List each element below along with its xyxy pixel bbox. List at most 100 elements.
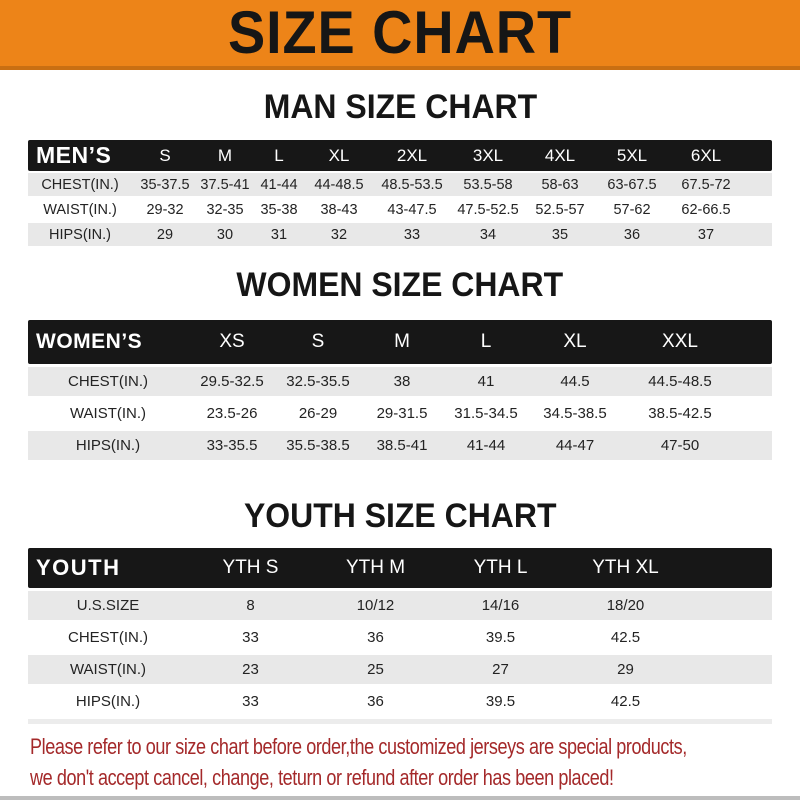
table-row: HIPS(IN.) 33 36 39.5 42.5	[28, 687, 772, 716]
table-cell: 36	[623, 226, 641, 243]
table-cell: 36	[367, 629, 384, 647]
table-cell: 29	[617, 661, 634, 679]
men-size-section: MAN SIZE CHART MEN’S S M L XL 2XL 3XL 4XL 5XL 6XL…	[0, 88, 800, 247]
table-cell: 41-44	[260, 176, 298, 193]
column-header: L	[480, 330, 492, 352]
table-cell: 23.5-26	[206, 404, 258, 422]
row-label: CHEST(IN.)	[41, 176, 119, 193]
table-cell: 58-63	[541, 176, 579, 193]
disclaimer-line-1: Please refer to our size chart before or…	[30, 734, 687, 760]
table-cell: 35-37.5	[140, 176, 190, 193]
image-bottom-edge	[0, 796, 800, 800]
row-label: HIPS(IN.)	[48, 226, 112, 243]
table-header-row: MEN’S S M L XL 2XL 3XL 4XL 5XL 6XL	[28, 140, 772, 172]
men-size-table: MEN’S S M L XL 2XL 3XL 4XL 5XL 6XL CHEST(IN.) 35-37…	[28, 140, 772, 247]
women-section-heading: WOMEN SIZE CHART	[236, 266, 564, 305]
table-cell: 33-35.5	[206, 436, 258, 454]
youth-section-heading: YOUTH SIZE CHART	[243, 496, 557, 535]
table-cell: 35-38	[260, 201, 298, 218]
column-header: L	[274, 145, 284, 165]
table-cell: 32	[330, 226, 348, 243]
table-cell: 32-35	[206, 201, 244, 218]
women-size-section: WOMEN SIZE CHART WOMEN’S XS S M L XL XXL CHEST(…	[0, 266, 800, 460]
table-cell: 14/16	[481, 597, 520, 615]
youth-table-bottom-strip	[28, 719, 772, 725]
table-cell: 41	[477, 372, 495, 390]
table-cell: 10/12	[356, 597, 395, 615]
table-cell: 67.5-72	[681, 176, 731, 193]
table-cell: 38	[393, 372, 411, 390]
table-cell: 36	[367, 693, 384, 711]
column-header: 3XL	[472, 145, 504, 165]
table-cell: 34	[479, 226, 497, 243]
table-header-row: YOUTH YTH S YTH M YTH L YTH XL	[28, 548, 772, 589]
table-header-row: WOMEN’S XS S M L XL XXL	[28, 319, 772, 364]
table-cell: 8	[246, 597, 255, 615]
row-label: CHEST(IN.)	[68, 629, 148, 647]
women-heading-wrap: WOMEN SIZE CHART	[0, 266, 800, 305]
table-corner-label: MEN’S	[36, 142, 112, 169]
table-cell: 41-44	[466, 436, 506, 454]
table-cell: 25	[367, 661, 384, 679]
table-cell: 44.5	[560, 372, 590, 390]
column-header: 2XL	[396, 145, 428, 165]
disclaimer: Please refer to our size chart before or…	[30, 731, 800, 793]
men-section-heading: MAN SIZE CHART	[263, 88, 537, 126]
youth-size-section: YOUTH SIZE CHART YOUTH YTH S YTH M YTH L YTH…	[0, 496, 800, 725]
table-cell: 34.5-38.5	[543, 404, 607, 422]
table-cell: 62-66.5	[681, 201, 731, 218]
table-cell: 33	[403, 226, 421, 243]
disclaimer-line-2: we don't accept cancel, change, teturn o…	[30, 765, 614, 791]
table-cell: 38-43	[320, 201, 358, 218]
column-header: 5XL	[616, 145, 648, 165]
column-header: YTH XL	[592, 557, 659, 579]
table-cell: 33	[242, 693, 259, 711]
table-cell: 35	[551, 226, 569, 243]
column-header: YTH L	[473, 557, 528, 579]
table-cell: 23	[242, 661, 259, 679]
table-row: CHEST(IN.) 35-37.5 37.5-41 41-44 44-48.5 48.5…	[28, 173, 772, 197]
table-cell: 29-31.5	[376, 404, 428, 422]
table-cell: 47.5-52.5	[457, 201, 519, 218]
table-cell: 29.5-32.5	[200, 372, 264, 390]
table-cell: 44-47	[555, 436, 595, 454]
table-row: U.S.SIZE 8 10/12 14/16 18/20	[28, 591, 772, 621]
table-row: WAIST(IN.) 29-32 32-35 35-38 38-43 43-47.5 47.…	[28, 198, 772, 221]
row-label: WAIST(IN.)	[69, 661, 147, 679]
column-header: XL	[328, 145, 350, 165]
table-cell: 44.5-48.5	[648, 372, 712, 390]
column-header: YTH M	[345, 557, 406, 579]
table-cell: 38.5-42.5	[648, 404, 712, 422]
table-cell: 43-47.5	[387, 201, 437, 218]
table-cell: 18/20	[606, 597, 645, 615]
column-header: 6XL	[690, 145, 722, 165]
table-cell: 39.5	[485, 629, 516, 647]
row-label: WAIST(IN.)	[69, 404, 147, 422]
column-header: YTH S	[222, 557, 279, 579]
table-corner-label: YOUTH	[36, 555, 121, 581]
table-cell: 48.5-53.5	[381, 176, 443, 193]
table-cell: 42.5	[610, 693, 641, 711]
table-cell: 44-48.5	[314, 176, 364, 193]
women-size-table: WOMEN’S XS S M L XL XXL CHEST(IN.) 29.5-32.5 32.5…	[28, 319, 772, 460]
table-cell: 37.5-41	[200, 176, 250, 193]
table-cell: 26-29	[298, 404, 338, 422]
table-cell: 30	[216, 226, 234, 243]
column-header: 4XL	[544, 145, 576, 165]
table-row: HIPS(IN.) 33-35.5 35.5-38.5 38.5-41 41-44 44-…	[28, 430, 772, 460]
table-cell: 42.5	[610, 629, 641, 647]
table-row: CHEST(IN.) 29.5-32.5 32.5-35.5 38 41 44.5 44.5…	[28, 366, 772, 396]
column-header: M	[217, 145, 233, 165]
table-cell: 27	[492, 661, 509, 679]
table-cell: 35.5-38.5	[286, 436, 350, 454]
youth-size-table: YOUTH YTH S YTH M YTH L YTH XL U.S.SIZE 8 10/12…	[28, 548, 772, 716]
table-cell: 47-50	[660, 436, 700, 454]
table-cell: 31.5-34.5	[454, 404, 518, 422]
column-header: XXL	[662, 330, 698, 352]
table-row: WAIST(IN.) 23.5-26 26-29 29-31.5 31.5-34.5 34…	[28, 399, 772, 428]
column-header: S	[311, 330, 325, 352]
banner-title: SIZE CHART	[227, 0, 573, 66]
row-label: HIPS(IN.)	[75, 693, 141, 711]
table-cell: 52.5-57	[535, 201, 585, 218]
row-label: HIPS(IN.)	[75, 436, 141, 454]
